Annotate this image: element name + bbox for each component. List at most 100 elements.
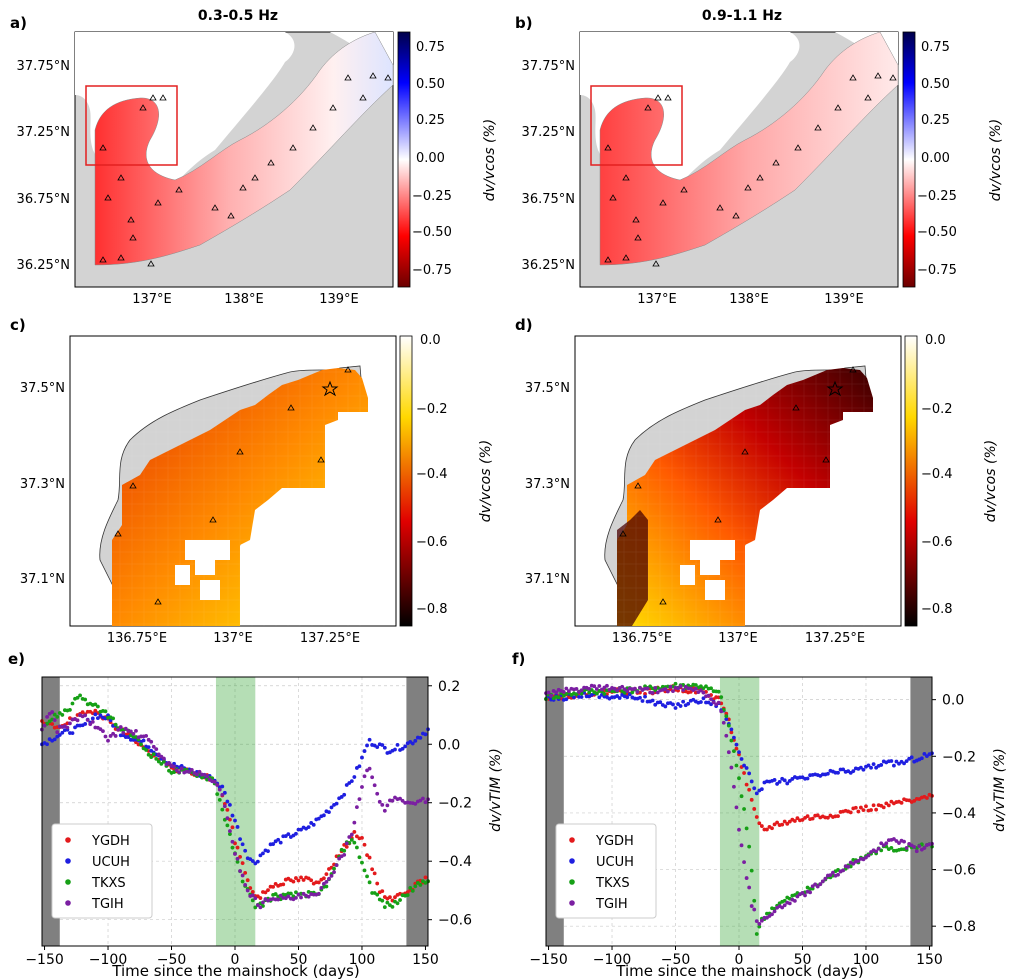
y-tick-c-3: 37.1°N (20, 572, 65, 587)
data-point (342, 792, 347, 797)
data-point (739, 757, 744, 761)
data-point (874, 849, 879, 854)
data-point (370, 775, 375, 780)
x-tick-label: −50 (157, 952, 187, 968)
data-point (266, 888, 270, 893)
data-point (737, 827, 741, 832)
data-point (83, 713, 88, 718)
data-point (286, 894, 291, 899)
data-point (564, 686, 569, 691)
y-tick-label: 0.0 (438, 737, 460, 753)
data-point (385, 900, 390, 905)
cb-a-tick-5: −0.25 (412, 189, 452, 204)
x-ticks-b: 137°E 138°E 139°E (637, 292, 864, 307)
data-point (360, 785, 364, 789)
data-point (866, 763, 871, 768)
data-point (874, 807, 879, 812)
data-point (897, 841, 901, 845)
data-point (52, 718, 57, 722)
data-point (296, 878, 301, 883)
data-point (749, 797, 754, 802)
data-point (724, 733, 729, 738)
data-point (250, 898, 255, 903)
data-point (360, 860, 364, 865)
data-point (795, 816, 800, 821)
cb-d-tick-3: −0.4 (921, 467, 953, 482)
data-point (362, 842, 367, 847)
data-point (413, 884, 418, 889)
cb-d-tick-5: −0.8 (921, 602, 953, 617)
colorbar-d (904, 335, 918, 627)
data-point (701, 690, 706, 695)
data-point (220, 792, 225, 797)
data-point (103, 709, 108, 714)
data-point (354, 805, 359, 810)
data-point (367, 766, 372, 771)
x-tick-label: 150 (916, 952, 943, 968)
data-point (240, 861, 245, 866)
data-point (382, 905, 387, 910)
data-point (732, 735, 736, 740)
x-tick-b-1: 137°E (637, 292, 677, 307)
x-ticks-d: 136.75°E 137°E 137.25°E (612, 631, 865, 646)
data-point (390, 904, 395, 909)
data-point (892, 763, 896, 768)
data-point (78, 693, 82, 698)
data-point (630, 690, 635, 695)
data-point (617, 696, 622, 700)
data-point (68, 721, 72, 726)
data-point (235, 825, 240, 829)
x-tick-label: −150 (25, 952, 63, 968)
data-point (179, 766, 184, 771)
data-point (673, 681, 678, 686)
data-point (856, 858, 861, 863)
data-point (858, 765, 863, 770)
y-tick-label: −0.4 (438, 854, 472, 870)
data-point (276, 897, 281, 902)
cb-a-tick-1: 0.75 (416, 40, 445, 55)
data-point (321, 813, 326, 818)
data-point (205, 774, 209, 779)
cb-a-tick-4: 0.00 (416, 151, 445, 166)
data-point (709, 686, 713, 691)
data-point (362, 749, 367, 753)
data-point (349, 837, 354, 842)
panel-label-a: a) (10, 14, 27, 32)
panel-a-title: 0.3-0.5 Hz (198, 8, 278, 24)
cb-c-tick-2: −0.2 (416, 402, 448, 417)
inset-box-b (590, 85, 683, 166)
legend-marker (65, 858, 71, 864)
data-point (197, 769, 202, 774)
data-point (917, 844, 922, 849)
data-point (922, 846, 927, 850)
data-point (749, 904, 754, 908)
data-point (395, 901, 400, 906)
panel-e: e) −150 −100 −50 0 50 100 150 0.2 0.0 −0.2 −0.4 −0.… (8, 650, 504, 980)
data-point (380, 802, 385, 807)
data-point (597, 695, 602, 700)
x-tick-label: 100 (853, 952, 880, 968)
data-point (676, 686, 680, 691)
data-point (306, 825, 311, 829)
data-point (85, 718, 90, 722)
data-point (349, 832, 354, 837)
data-point (357, 855, 362, 860)
data-point (316, 891, 321, 896)
legend-marker (569, 837, 575, 843)
colorbar-a-ticks: 0.75 0.50 0.25 0.00 −0.25 −0.50 −0.75 (412, 40, 452, 278)
x-axis-label-f: Time since the mainshock (days) (615, 962, 863, 980)
data-point (671, 702, 675, 707)
data-point (902, 839, 906, 844)
data-point (131, 731, 136, 736)
data-point (566, 689, 571, 694)
data-point (795, 894, 800, 899)
stations-c (114, 366, 352, 605)
data-point (754, 919, 759, 924)
data-point (90, 716, 95, 721)
data-point (70, 731, 75, 736)
data-point (332, 866, 336, 871)
data-point (377, 799, 382, 804)
data-point (128, 729, 133, 734)
gray-band (910, 677, 932, 946)
data-point (803, 893, 807, 898)
